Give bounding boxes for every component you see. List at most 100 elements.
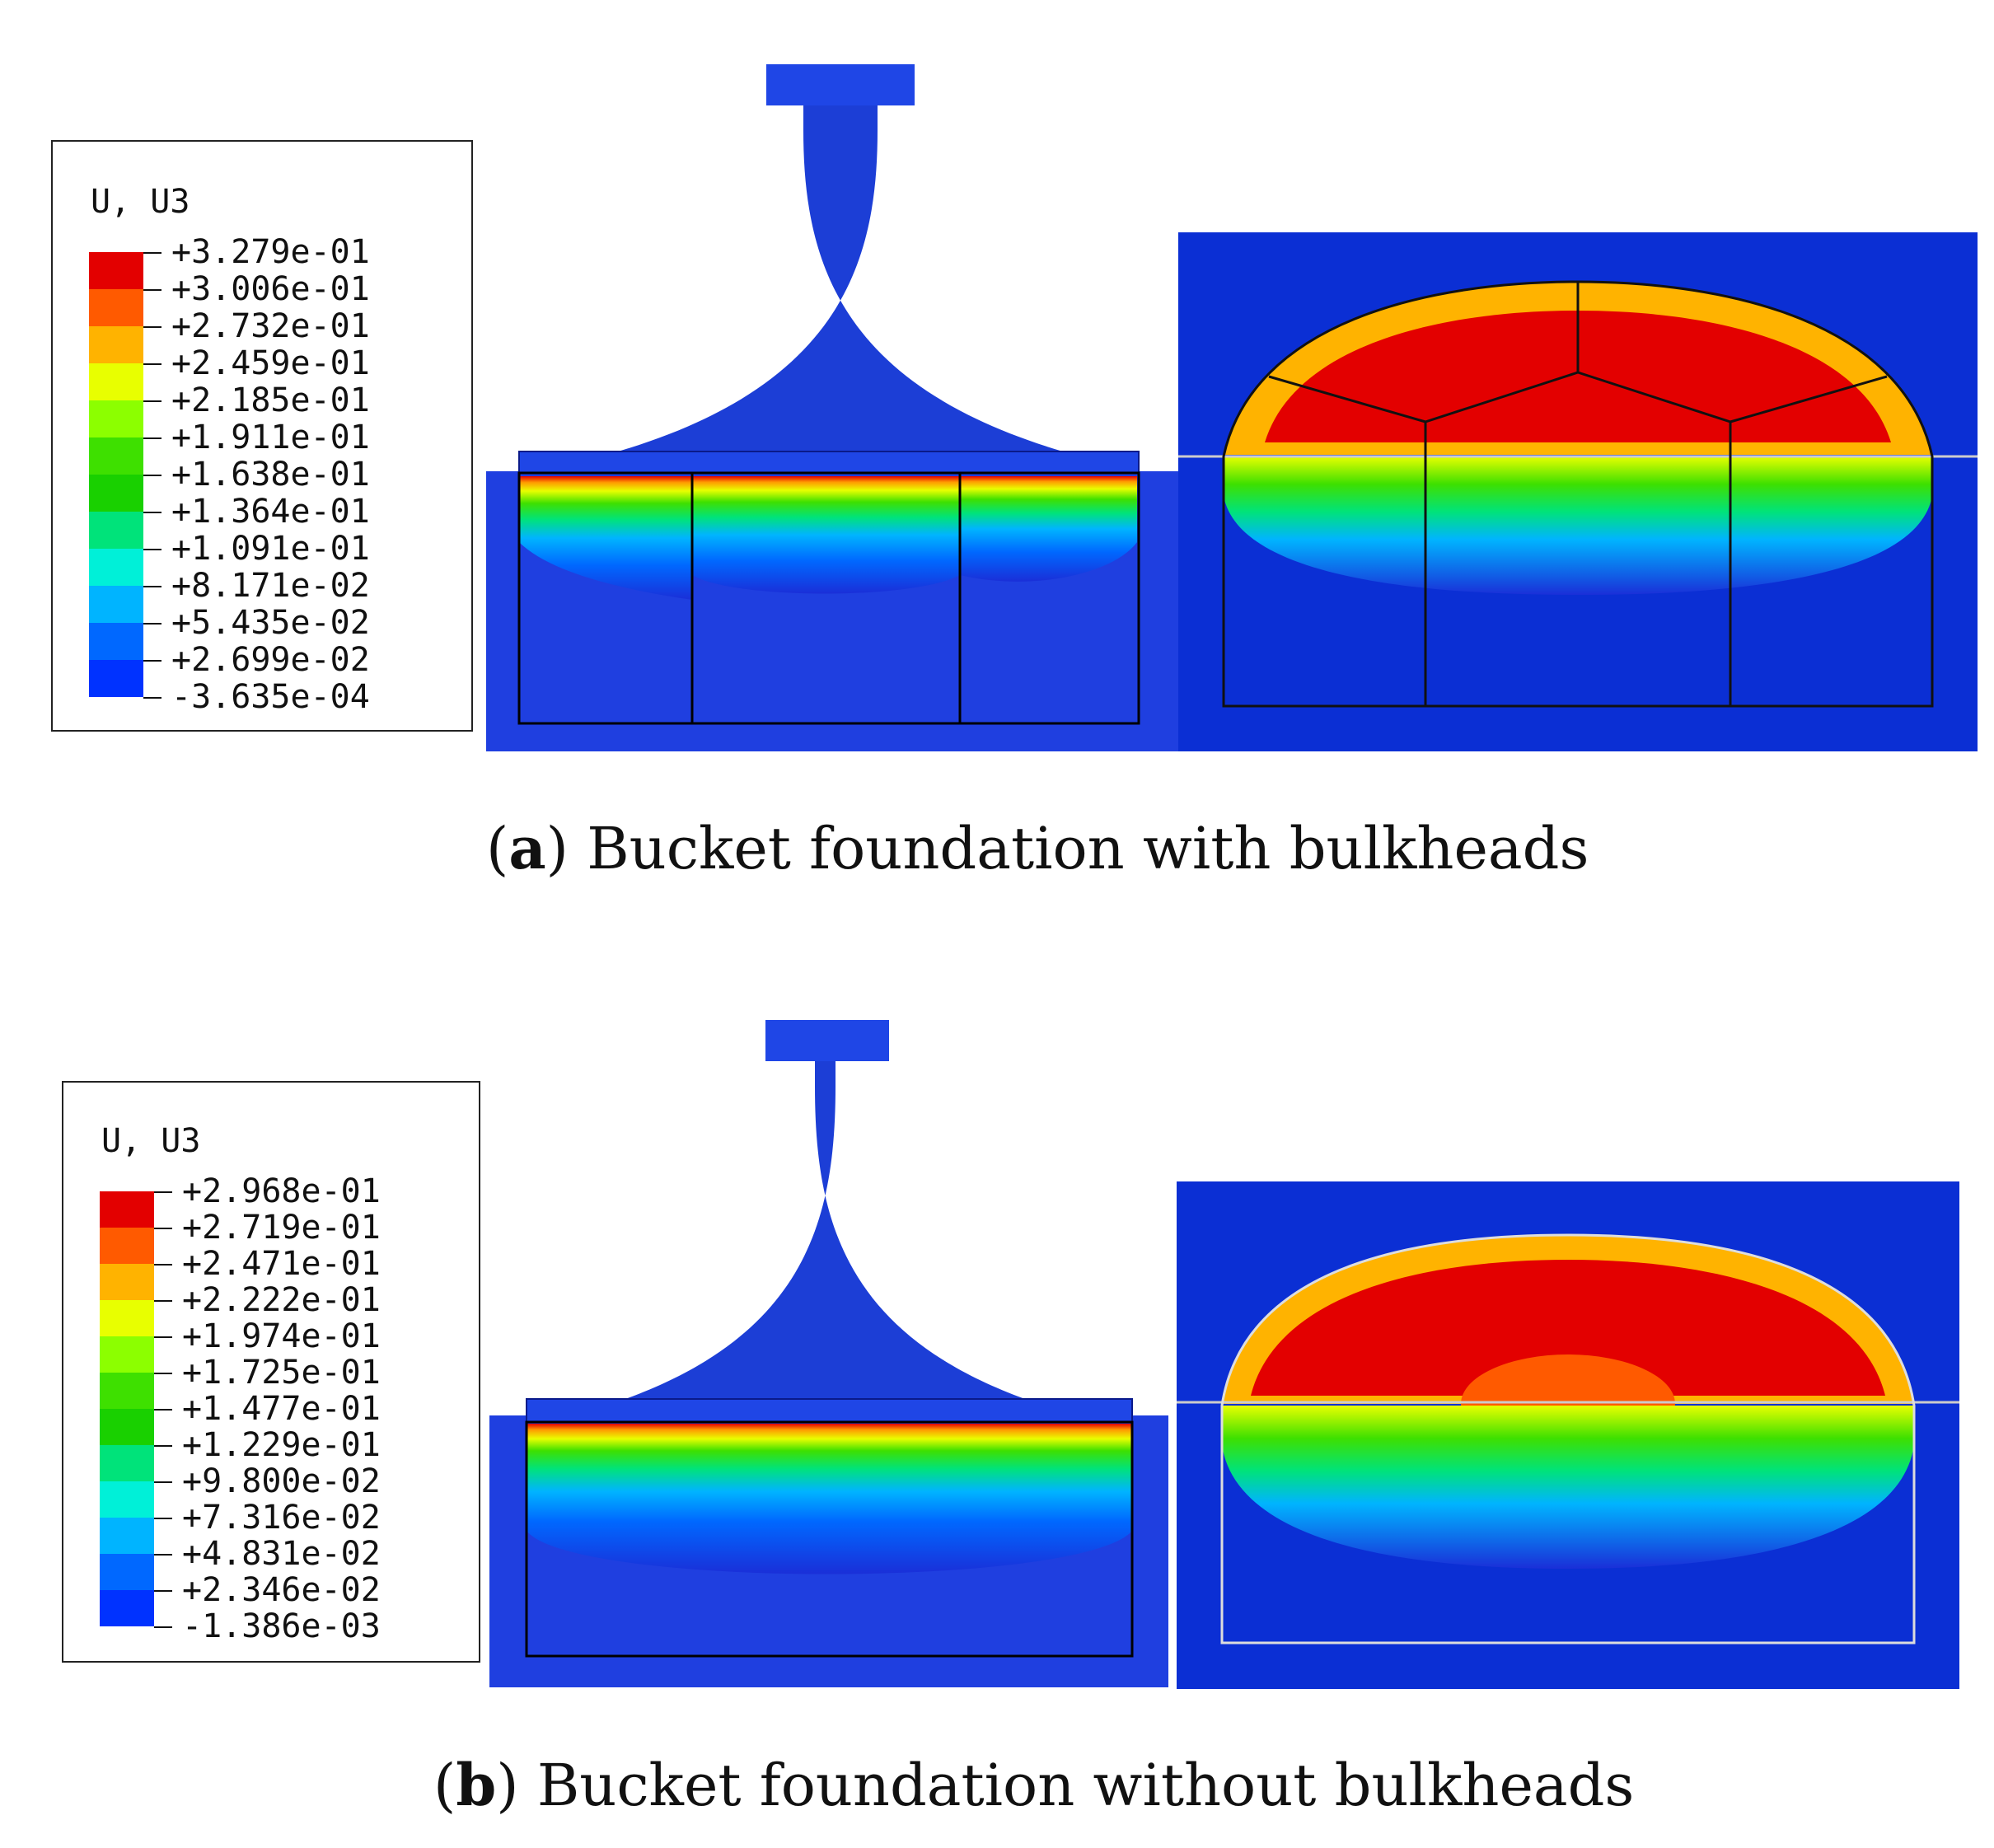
legend-swatch bbox=[89, 512, 143, 549]
legend-swatch bbox=[89, 326, 143, 363]
legend-swatch bbox=[89, 363, 143, 400]
legend-label: +2.471e-01 bbox=[182, 1245, 381, 1283]
legend-tick bbox=[143, 697, 161, 699]
legend-swatch bbox=[100, 1336, 154, 1373]
legend-label: +1.638e-01 bbox=[171, 456, 370, 494]
legend-a-title: U, U3 bbox=[91, 183, 190, 221]
legend-label: +1.229e-01 bbox=[182, 1426, 381, 1464]
legend-tick bbox=[143, 289, 161, 291]
bucket-outline bbox=[525, 1420, 1134, 1658]
legend-label: +7.316e-02 bbox=[182, 1499, 381, 1537]
legend-tick bbox=[143, 586, 161, 587]
legend-label: -1.386e-03 bbox=[182, 1607, 381, 1645]
tower-shaft bbox=[618, 74, 1063, 451]
caption-a-letter: a bbox=[508, 814, 546, 882]
bucket-outline bbox=[517, 471, 1140, 725]
caption-b-text: Bucket foundation without bulkheads bbox=[518, 1752, 1635, 1819]
caption-b: (b) Bucket foundation without bulkheads bbox=[433, 1751, 1635, 1819]
legend-label: +2.459e-01 bbox=[171, 344, 370, 382]
legend-label: -3.635e-04 bbox=[171, 678, 370, 716]
tower-top bbox=[766, 64, 915, 105]
tower-shaft bbox=[625, 1028, 1025, 1399]
legend-tick bbox=[143, 326, 161, 328]
legend-tick bbox=[154, 1300, 172, 1302]
legend-swatch bbox=[100, 1300, 154, 1336]
legend-swatch bbox=[100, 1373, 154, 1409]
legend-label: +2.968e-01 bbox=[182, 1172, 381, 1210]
legend-label: +2.732e-01 bbox=[171, 307, 370, 345]
legend-swatch bbox=[89, 475, 143, 512]
legend-tick bbox=[154, 1481, 172, 1483]
soil-plug bbox=[527, 1424, 1132, 1574]
legend-tick bbox=[154, 1554, 172, 1556]
legend-swatch bbox=[100, 1481, 154, 1518]
legend-tick bbox=[154, 1590, 172, 1592]
legend-tick bbox=[154, 1626, 172, 1628]
legend-swatch bbox=[100, 1518, 154, 1554]
legend-tick bbox=[154, 1518, 172, 1519]
caption-b-letter: b bbox=[456, 1751, 497, 1819]
legend-swatch bbox=[100, 1409, 154, 1445]
legend-swatch bbox=[89, 400, 143, 437]
legend-tick bbox=[143, 660, 161, 662]
legend-swatch bbox=[100, 1590, 154, 1626]
legend-swatch bbox=[100, 1228, 154, 1264]
legend-swatch bbox=[89, 549, 143, 586]
legend-tick bbox=[143, 623, 161, 625]
legend-swatch bbox=[100, 1554, 154, 1590]
lower-gradient bbox=[1224, 456, 1932, 595]
legend-tick bbox=[143, 512, 161, 513]
legend-label: +2.222e-01 bbox=[182, 1281, 381, 1319]
legend-swatch bbox=[89, 437, 143, 475]
legend-label: +1.911e-01 bbox=[171, 419, 370, 456]
legend-label: +1.364e-01 bbox=[171, 493, 370, 531]
legend-label: +5.435e-02 bbox=[171, 604, 370, 642]
legend-tick bbox=[154, 1264, 172, 1266]
legend-tick bbox=[154, 1409, 172, 1411]
legend-swatch bbox=[89, 660, 143, 697]
legend-swatch bbox=[89, 623, 143, 660]
bucket-outline bbox=[1220, 1233, 1916, 1644]
legend-tick bbox=[154, 1228, 172, 1229]
legend-label: +9.800e-02 bbox=[182, 1462, 381, 1500]
legend-label: +3.006e-01 bbox=[171, 270, 370, 308]
bucket-outline bbox=[1222, 280, 1934, 708]
compartment-right bbox=[960, 476, 1137, 582]
legend-swatch bbox=[100, 1191, 154, 1228]
lower-gradient bbox=[1222, 1406, 1914, 1569]
legend-tick bbox=[154, 1445, 172, 1447]
legend-swatch bbox=[89, 252, 143, 289]
legend-tick bbox=[143, 549, 161, 550]
legend-label: +1.477e-01 bbox=[182, 1390, 381, 1428]
legend-label: +2.719e-01 bbox=[182, 1209, 381, 1247]
bucket-lid bbox=[518, 451, 1140, 474]
caption-a-text: Bucket foundation with bulkheads bbox=[568, 815, 1589, 882]
legend-label: +1.725e-01 bbox=[182, 1354, 381, 1392]
compartment-middle bbox=[692, 476, 960, 594]
lid-dome-hot bbox=[1251, 1260, 1885, 1396]
legend-label: +4.831e-02 bbox=[182, 1535, 381, 1573]
compartment-left bbox=[519, 476, 692, 600]
lid-dome-hot bbox=[1265, 311, 1891, 442]
legend-tick bbox=[143, 252, 161, 254]
legend-a: U, U3 +3.279e-01 +3.006e-01 +2.732e-01 +2.4… bbox=[51, 140, 473, 732]
bucket-lid bbox=[526, 1398, 1133, 1423]
legend-label: +8.171e-02 bbox=[171, 567, 370, 605]
legend-label: +3.279e-01 bbox=[171, 233, 370, 271]
bulkhead-lines bbox=[1268, 282, 1888, 706]
legend-tick bbox=[154, 1191, 172, 1193]
legend-tick bbox=[154, 1373, 172, 1374]
caption-a: (a) Bucket foundation with bulkheads bbox=[486, 814, 1589, 882]
panel-b-top-view bbox=[1177, 1181, 1959, 1689]
panel-a-top-view bbox=[1178, 232, 1978, 751]
legend-label: +1.091e-01 bbox=[171, 530, 370, 568]
legend-tick bbox=[154, 1336, 172, 1338]
legend-swatch bbox=[89, 289, 143, 326]
legend-label: +1.974e-01 bbox=[182, 1317, 381, 1355]
panel-a-side-view bbox=[486, 64, 1178, 751]
legend-swatch bbox=[100, 1264, 154, 1300]
panel-b-side-view bbox=[489, 1020, 1168, 1687]
legend-label: +2.699e-02 bbox=[171, 641, 370, 679]
legend-b-title: U, U3 bbox=[101, 1122, 201, 1160]
legend-tick bbox=[143, 475, 161, 476]
